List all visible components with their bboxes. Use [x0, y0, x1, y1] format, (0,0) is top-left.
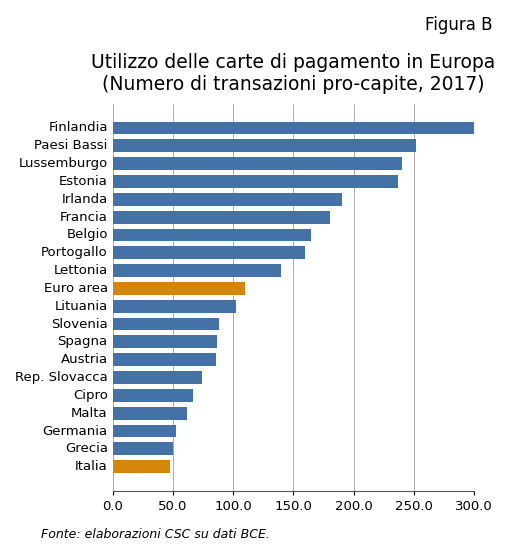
Bar: [113, 282, 245, 295]
Title: Utilizzo delle carte di pagamento in Europa
(Numero di transazioni pro-capite, 2: Utilizzo delle carte di pagamento in Eur…: [91, 53, 495, 94]
Bar: [113, 318, 218, 330]
Bar: [113, 139, 416, 152]
Text: Fonte: elaborazioni CSC su dati BCE.: Fonte: elaborazioni CSC su dati BCE.: [41, 528, 270, 541]
Bar: [113, 157, 402, 170]
Bar: [113, 175, 398, 188]
Bar: [113, 300, 236, 313]
Bar: [113, 371, 202, 384]
Text: Figura B: Figura B: [425, 16, 493, 34]
Bar: [113, 407, 187, 419]
Bar: [113, 353, 216, 366]
Bar: [113, 424, 176, 437]
Bar: [113, 228, 311, 242]
Bar: [113, 460, 171, 473]
Bar: [113, 264, 281, 277]
Bar: [113, 442, 173, 455]
Bar: [113, 246, 305, 259]
Bar: [113, 193, 341, 206]
Bar: [113, 336, 217, 348]
Bar: [113, 121, 474, 134]
Bar: [113, 389, 194, 402]
Bar: [113, 211, 330, 224]
